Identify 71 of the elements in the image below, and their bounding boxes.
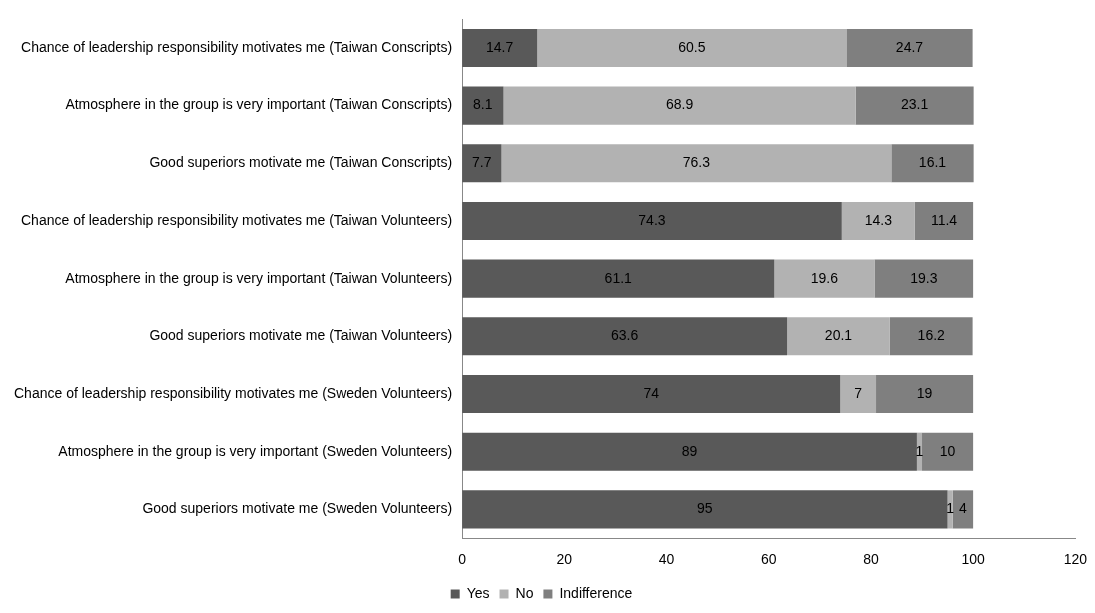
bar (952, 490, 974, 529)
x-tick-label: 40 (658, 551, 675, 568)
bar (922, 432, 974, 471)
data-label: 1 (946, 500, 955, 517)
data-label: 74 (643, 384, 660, 401)
x-tick-label: 80 (863, 551, 879, 568)
bar (462, 86, 504, 125)
data-label: 8.1 (473, 96, 493, 113)
bar (462, 490, 948, 529)
data-label: 19.3 (910, 269, 938, 286)
legend-label: Indifference (559, 584, 633, 601)
bar (462, 374, 841, 414)
y-tick-label: Good superiors motivate me (Sweden Volunteers) (142, 500, 453, 517)
data-label: 61.1 (604, 269, 633, 286)
y-tick-label: Atmosphere in the group is very important (Taiwan Conscripts) (65, 96, 453, 113)
data-label: 7.7 (472, 154, 492, 171)
x-tick-label: 20 (556, 551, 573, 568)
bar (787, 317, 890, 356)
bar (503, 86, 856, 125)
data-label: 63.6 (610, 327, 639, 344)
y-tick-label: Good superiors motivate me (Taiwan Volunteers) (149, 327, 453, 344)
data-label: 89 (681, 442, 698, 459)
bar (889, 317, 973, 356)
data-label: 76.3 (682, 154, 711, 171)
data-label: 19 (916, 384, 933, 401)
bar (874, 259, 974, 298)
data-label: 16.1 (918, 154, 947, 171)
data-label: 14.7 (486, 38, 514, 55)
bar (846, 28, 973, 67)
x-tick-label: 60 (760, 551, 777, 568)
bar (855, 86, 974, 125)
bar (462, 317, 788, 356)
bar (876, 374, 974, 414)
bar (891, 144, 974, 183)
data-label: 4 (959, 500, 967, 517)
bar (462, 28, 538, 67)
data-label: 60.5 (678, 38, 706, 55)
data-label: 1 (915, 442, 924, 459)
bar (774, 259, 875, 298)
legend-label: Yes (466, 584, 490, 601)
y-tick-label: Chance of leadership responsibility motivates me (Taiwan Conscripts) (21, 38, 453, 55)
bar (841, 201, 915, 241)
data-label: 68.9 (665, 96, 694, 113)
data-label: 10 (939, 442, 956, 459)
data-label: 11.4 (930, 211, 958, 228)
data-label: 20.1 (824, 327, 853, 344)
bar (914, 201, 974, 241)
data-label: 24.7 (895, 38, 924, 55)
bar (462, 259, 775, 298)
bar (537, 28, 847, 67)
data-label: 23.1 (900, 96, 929, 113)
bar (462, 201, 842, 241)
data-label: 7 (854, 384, 863, 401)
y-tick-label: Atmosphere in the group is very important (Taiwan Volunteers) (65, 269, 453, 286)
bar (462, 432, 917, 471)
x-tick-label: 0 (458, 551, 467, 568)
legend-label: No (515, 584, 534, 601)
x-tick-label: 120 (1063, 551, 1088, 568)
bar (840, 374, 877, 414)
x-tick-label: 100 (961, 551, 986, 568)
bar (501, 144, 892, 183)
data-label: 19.6 (810, 269, 839, 286)
y-tick-label: Chance of leadership responsibility motivates me (Sweden Volunteers) (13, 384, 453, 401)
data-label: 16.2 (917, 327, 946, 344)
data-label: 14.3 (864, 211, 893, 228)
data-label: 95 (697, 500, 713, 517)
data-label: 74.3 (638, 211, 666, 228)
y-tick-label: Atmosphere in the group is very important (Sweden Volunteers) (58, 442, 453, 459)
y-tick-label: Chance of leadership responsibility motivates me (Taiwan Volunteers) (21, 211, 453, 228)
y-tick-label: Good superiors motivate me (Taiwan Conscripts) (149, 154, 453, 171)
bar (462, 144, 502, 183)
